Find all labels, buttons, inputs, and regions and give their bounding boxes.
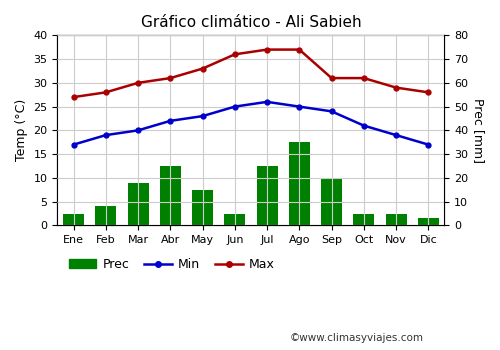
Max <box>232 52 238 56</box>
Bar <box>96 206 116 225</box>
Min <box>103 133 109 137</box>
Min <box>264 100 270 104</box>
Max <box>168 76 173 80</box>
Max <box>103 90 109 94</box>
Text: ©www.climasyviajes.com: ©www.climasyviajes.com <box>290 333 424 343</box>
Max <box>393 85 399 90</box>
Min <box>296 105 302 109</box>
Legend: Prec, Min, Max: Prec, Min, Max <box>64 253 280 276</box>
Bar <box>289 142 310 225</box>
Min <box>393 133 399 137</box>
Bar <box>128 183 148 225</box>
Max <box>361 76 367 80</box>
Bar <box>256 166 278 225</box>
Max <box>426 90 432 94</box>
Max <box>200 66 205 71</box>
Max <box>264 48 270 52</box>
Title: Gráfico climático - Ali Sabieh: Gráfico climático - Ali Sabieh <box>140 15 362 30</box>
Bar <box>160 166 181 225</box>
Max <box>135 81 141 85</box>
Bar <box>192 190 213 225</box>
Bar <box>354 214 374 225</box>
Min <box>200 114 205 118</box>
Min <box>135 128 141 132</box>
Y-axis label: Prec [mm]: Prec [mm] <box>472 98 485 163</box>
Min <box>232 105 238 109</box>
Max <box>70 95 76 99</box>
Y-axis label: Temp (°C): Temp (°C) <box>15 99 28 161</box>
Bar <box>63 214 84 225</box>
Min <box>426 142 432 147</box>
Bar <box>321 178 342 225</box>
Bar <box>386 214 406 225</box>
Min <box>361 124 367 128</box>
Max <box>328 76 334 80</box>
Min <box>168 119 173 123</box>
Min <box>70 142 76 147</box>
Line: Min: Min <box>71 99 431 147</box>
Bar <box>418 218 439 225</box>
Max <box>296 48 302 52</box>
Min <box>328 109 334 113</box>
Line: Max: Max <box>71 47 431 99</box>
Bar <box>224 214 246 225</box>
